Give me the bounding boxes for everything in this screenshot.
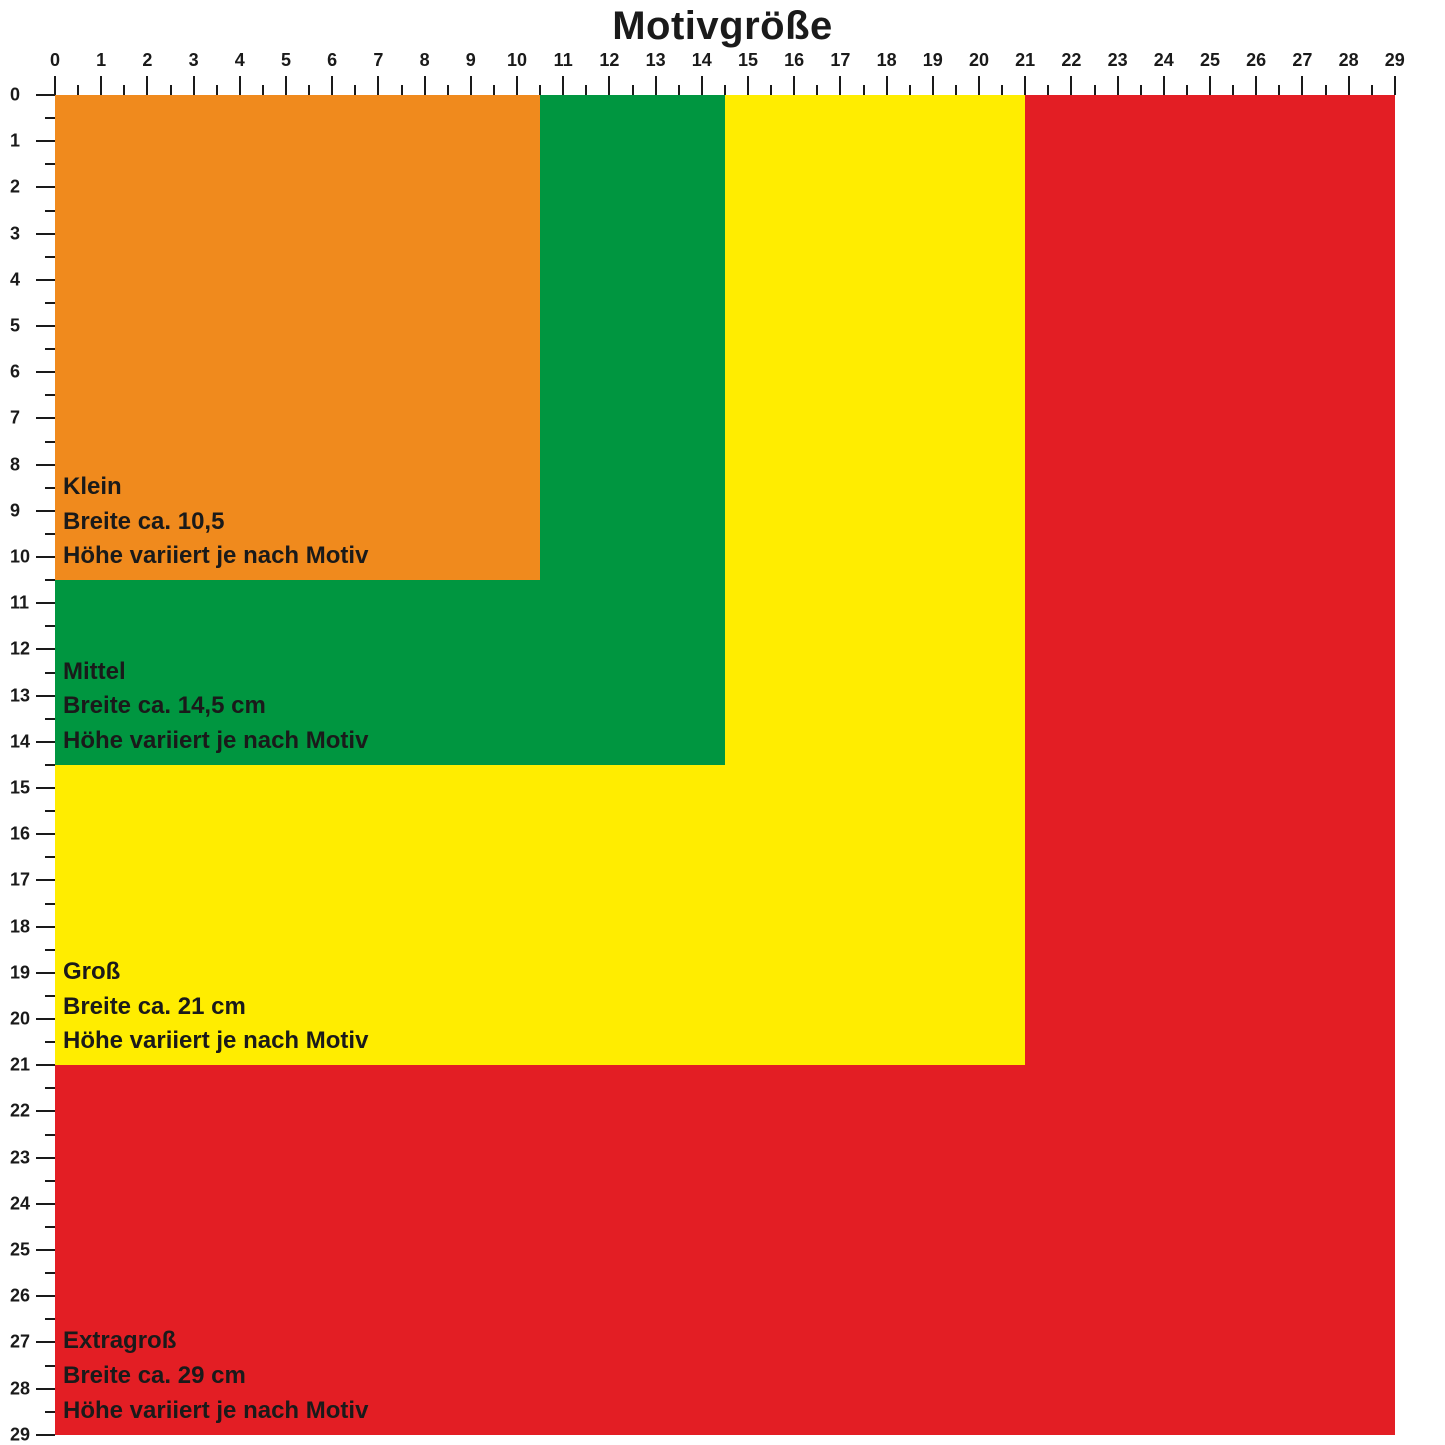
size-chart: ExtragroßBreite ca. 29 cmHöhe variiert j… <box>55 95 1405 1445</box>
size-labels-extragross: ExtragroßBreite ca. 29 cmHöhe variiert j… <box>63 1324 368 1428</box>
size-height-label: Höhe variiert je nach Motiv <box>63 724 368 759</box>
size-height-label: Höhe variiert je nach Motiv <box>63 539 368 574</box>
size-name: Groß <box>63 955 368 990</box>
page-title: Motivgröße <box>0 4 1445 49</box>
size-height-label: Höhe variiert je nach Motiv <box>63 1394 368 1429</box>
size-width-label: Breite ca. 21 cm <box>63 990 368 1025</box>
size-labels-gross: GroßBreite ca. 21 cmHöhe variiert je nac… <box>63 955 368 1059</box>
size-name: Extragroß <box>63 1324 368 1359</box>
size-labels-klein: KleinBreite ca. 10,5Höhe variiert je nac… <box>63 470 368 574</box>
size-width-label: Breite ca. 14,5 cm <box>63 689 368 724</box>
size-labels-mittel: MittelBreite ca. 14,5 cmHöhe variiert je… <box>63 655 368 759</box>
size-name: Mittel <box>63 655 368 690</box>
size-height-label: Höhe variiert je nach Motiv <box>63 1024 368 1059</box>
size-name: Klein <box>63 470 368 505</box>
size-width-label: Breite ca. 29 cm <box>63 1359 368 1394</box>
size-block-klein: KleinBreite ca. 10,5Höhe variiert je nac… <box>55 95 540 580</box>
size-width-label: Breite ca. 10,5 <box>63 505 368 540</box>
